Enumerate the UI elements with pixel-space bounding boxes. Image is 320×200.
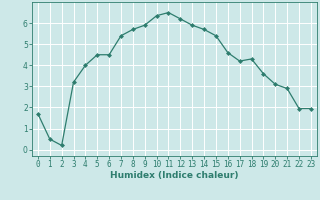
X-axis label: Humidex (Indice chaleur): Humidex (Indice chaleur)	[110, 171, 239, 180]
